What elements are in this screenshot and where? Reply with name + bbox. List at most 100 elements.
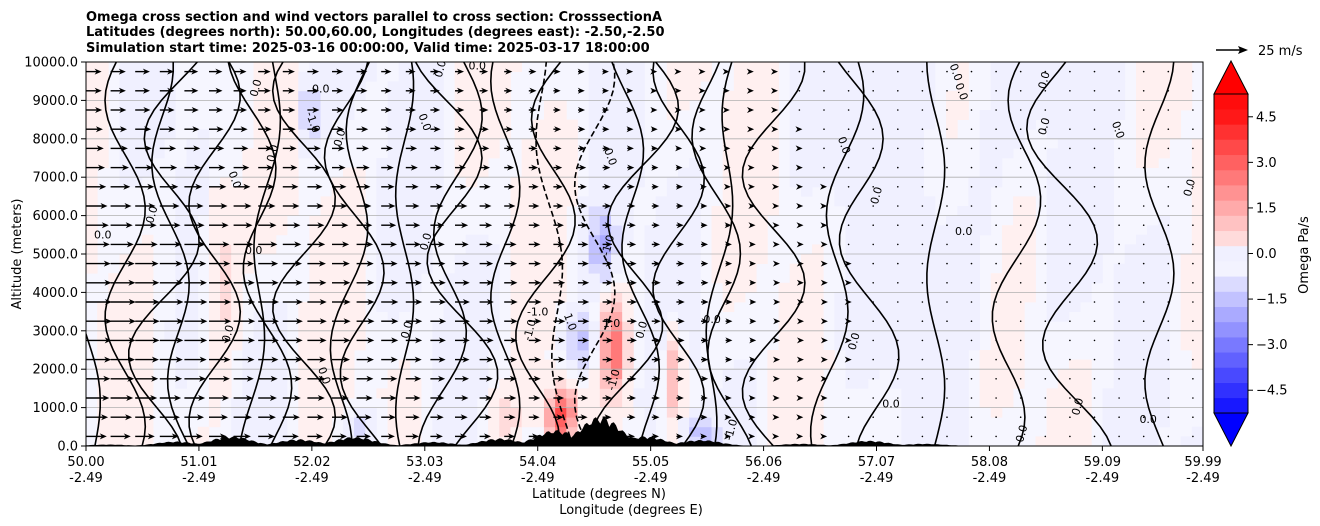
wind-vector-head: [247, 260, 255, 267]
omega-cell: [231, 417, 243, 428]
omega-cell: [856, 282, 869, 293]
omega-cell: [1001, 273, 1014, 284]
omega-cell: [923, 350, 936, 360]
omega-cell: [1191, 196, 1203, 207]
omega-cell: [86, 110, 98, 120]
omega-cell: [745, 369, 757, 380]
omega-cell: [186, 359, 199, 370]
wind-vector-head: [629, 279, 637, 286]
omega-cell: [789, 263, 802, 274]
omega-cell: [465, 398, 478, 408]
wind-vector-head: [104, 356, 112, 363]
omega-cell: [97, 90, 109, 101]
omega-cell: [354, 302, 366, 312]
omega-cell: [610, 254, 623, 264]
omega-cell: [1035, 62, 1048, 72]
omega-cell: [756, 100, 768, 111]
omega-cell: [320, 330, 333, 341]
omega-cell: [856, 196, 869, 207]
wind-vector-head: [388, 414, 396, 421]
wind-vector-head: [460, 433, 467, 440]
omega-cell: [141, 81, 154, 92]
wind-vector: [1142, 301, 1145, 303]
wind-vector-head: [723, 145, 731, 152]
omega-cell: [398, 225, 411, 236]
omega-cell: [666, 398, 679, 408]
omega-cell: [722, 407, 735, 418]
wind-vector-head: [412, 414, 420, 421]
omega-cell: [320, 263, 333, 274]
omega-cell: [443, 292, 456, 303]
omega-cell: [97, 311, 109, 322]
wind-vector-head: [269, 222, 277, 229]
wind-vector-head: [271, 356, 279, 363]
wind-vector-head: [120, 126, 127, 133]
omega-cell: [856, 110, 869, 120]
wind-vector-head: [437, 222, 445, 229]
omega-cell: [398, 158, 411, 168]
omega-cell: [912, 148, 925, 159]
omega-cell: [800, 340, 813, 351]
omega-cell: [678, 100, 690, 111]
omega-cell: [309, 388, 321, 399]
colorbar-segment: [1214, 321, 1248, 338]
omega-cell: [342, 177, 355, 188]
omega-cell: [130, 282, 143, 293]
omega-cell: [1135, 148, 1148, 159]
omega-cell: [1046, 158, 1059, 168]
omega-cell: [409, 263, 422, 274]
omega-cell: [1024, 196, 1036, 207]
omega-cell: [867, 273, 880, 284]
wind-vector-head: [200, 337, 208, 344]
wind-vector-head: [246, 375, 254, 382]
omega-cell: [264, 350, 277, 360]
omega-cell: [376, 167, 388, 178]
omega-cell: [745, 148, 757, 159]
omega-cell: [141, 340, 154, 351]
omega-cell: [678, 417, 690, 428]
omega-cell: [957, 254, 969, 264]
omega-cell: [890, 206, 902, 216]
omega-cell: [610, 206, 623, 216]
contour-label: 0.0: [94, 229, 112, 242]
wind-vector-head: [795, 164, 803, 171]
omega-cell: [890, 350, 902, 360]
omega-cell: [588, 263, 601, 274]
omega-cell: [800, 177, 813, 188]
omega-cell: [119, 398, 132, 408]
omega-cell: [767, 158, 779, 168]
wind-vector-head: [128, 337, 136, 344]
omega-cell: [220, 225, 232, 236]
omega-cell: [1013, 302, 1025, 312]
omega-cell: [767, 177, 779, 188]
wind-vector-head: [361, 126, 369, 133]
omega-cell: [577, 196, 590, 207]
omega-cell: [488, 71, 500, 82]
omega-cell: [387, 119, 400, 130]
wind-vector: [1167, 378, 1170, 380]
wind-vector-head: [414, 375, 422, 382]
omega-cell: [957, 234, 969, 245]
omega-cell: [867, 330, 880, 341]
wind-vector-head: [558, 318, 566, 325]
omega-cell: [800, 321, 813, 332]
wind-vector-head: [701, 337, 709, 344]
omega-cell: [834, 129, 846, 140]
omega-cell: [767, 100, 779, 111]
omega-cell: [298, 398, 310, 408]
wind-vector-head: [128, 318, 136, 325]
omega-cell: [432, 388, 444, 399]
omega-cell: [275, 215, 288, 226]
wind-vector-head: [102, 395, 110, 401]
wind-vector-head: [486, 318, 494, 325]
omega-cell: [946, 110, 958, 120]
omega-cell: [1068, 177, 1081, 188]
omega-cell: [879, 302, 891, 312]
omega-cell: [320, 254, 333, 264]
wind-vector-head: [363, 183, 371, 190]
omega-cell: [789, 321, 802, 332]
omega-cell: [856, 273, 869, 284]
wind-vector-head: [365, 395, 373, 401]
omega-cell: [309, 330, 321, 341]
omega-cell: [264, 340, 277, 351]
